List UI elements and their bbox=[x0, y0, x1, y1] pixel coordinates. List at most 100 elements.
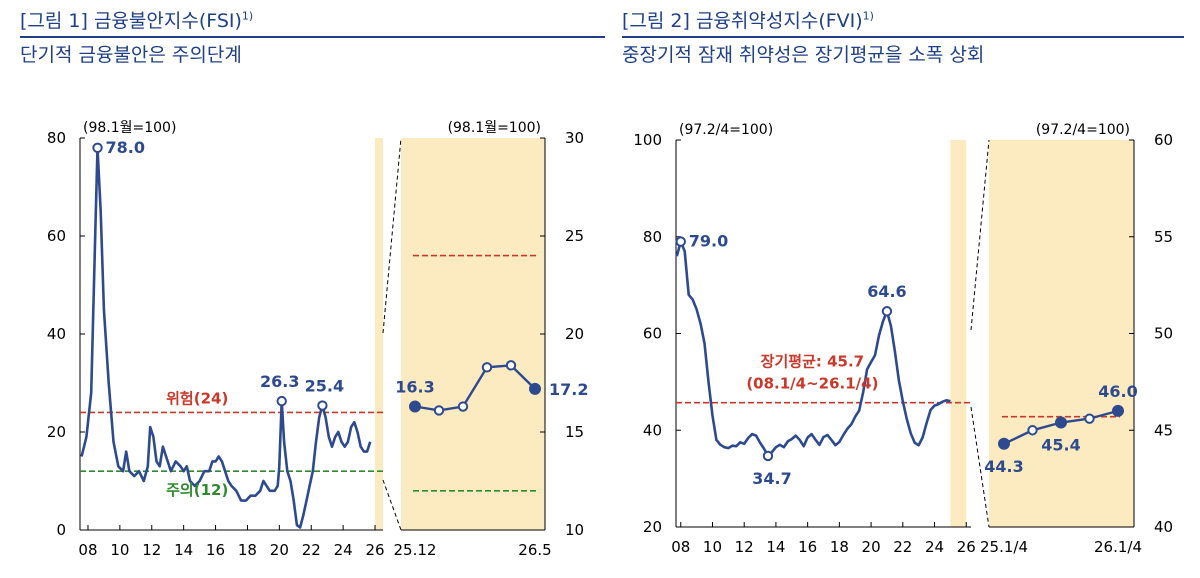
figure2-title-text: [그림 2] 금융취약성지수(FVI) bbox=[622, 10, 863, 32]
fsi-main-xtick-label: 12 bbox=[142, 541, 161, 559]
fsi-main-ref-label: 주의(12) bbox=[166, 481, 228, 499]
fsi-main-xtick-label: 16 bbox=[206, 541, 225, 559]
fsi-main-ytick-label: 80 bbox=[47, 129, 66, 147]
fsi-zoom-ytick-label: 10 bbox=[565, 521, 584, 539]
fsi-main-peak-label: 78.0 bbox=[106, 138, 145, 157]
fvi-main-peak-label: 34.7 bbox=[752, 469, 791, 488]
fvi-main-ytick-label: 60 bbox=[643, 325, 662, 343]
fvi-main-xtick-label: 22 bbox=[893, 538, 912, 556]
fsi-zoom-value-label: 16.3 bbox=[395, 378, 434, 397]
fvi-zoom-value-label: 45.4 bbox=[1041, 436, 1080, 455]
figure2-title-rule bbox=[622, 36, 1184, 38]
fsi-main-xtick-label: 14 bbox=[174, 541, 193, 559]
fsi-main-peak-label: 26.3 bbox=[260, 372, 299, 391]
fvi-zoom-connector bbox=[970, 406, 990, 528]
fvi-main-xtick-label: 18 bbox=[830, 538, 849, 556]
fvi-zoom-unit-label: (97.2/4=100) bbox=[1036, 122, 1130, 138]
fvi-main-ytick-label: 40 bbox=[643, 421, 662, 439]
fsi-main-xtick-label: 24 bbox=[334, 541, 353, 559]
fvi-zoom-point bbox=[1027, 425, 1038, 436]
fvi-zoom-value-label: 44.3 bbox=[984, 457, 1023, 476]
fsi-zoom-value-label: 17.2 bbox=[549, 380, 588, 399]
fsi-main-series-line bbox=[80, 146, 372, 529]
fvi-main-highlight-band bbox=[950, 140, 967, 527]
fvi-zoom-xtick-label: 25.1/4 bbox=[980, 538, 1028, 556]
fsi-main-ytick-label: 20 bbox=[47, 423, 66, 441]
fsi-main-peak-marker bbox=[317, 400, 328, 411]
fsi-zoom-xtick-label: 26.5 bbox=[518, 541, 551, 559]
fsi-main-ref-label: 위험(24) bbox=[166, 389, 228, 407]
fvi-main-peak-marker bbox=[881, 306, 893, 317]
fvi-main-peak-label: 79.0 bbox=[689, 232, 728, 251]
fvi-main-ref-label: 장기평균: 45.7 bbox=[761, 353, 864, 371]
fsi-main-peak-marker bbox=[276, 395, 287, 407]
fsi-zoom-point bbox=[481, 362, 493, 373]
fsi-zoom-connector bbox=[382, 137, 402, 334]
fvi-main-ref-period: (08.1/4~26.1/4) bbox=[746, 375, 878, 393]
fvi-main-xtick-label: 24 bbox=[925, 538, 944, 556]
fsi-main-peak-label: 25.4 bbox=[305, 377, 344, 396]
fvi-main-xtick-label: 10 bbox=[703, 538, 722, 556]
fvi-main-xtick-label: 20 bbox=[862, 538, 881, 556]
fvi-main-series-line bbox=[675, 240, 951, 458]
fsi-main-xtick-label: 18 bbox=[238, 541, 257, 559]
figure1-title-rule bbox=[20, 36, 605, 38]
fsi-main-xtick-label: 08 bbox=[78, 541, 97, 559]
fvi-main-peak-marker bbox=[762, 450, 774, 462]
figure2-title-sup: 1) bbox=[862, 9, 874, 23]
fvi-main-unit-label: (97.2/4=100) bbox=[679, 122, 773, 138]
fvi-main-peak-label: 64.6 bbox=[867, 282, 906, 301]
fsi-main-ytick-label: 0 bbox=[56, 521, 66, 539]
fvi-main-ytick-label: 80 bbox=[643, 228, 662, 246]
fsi-zoom-ytick-label: 25 bbox=[565, 227, 584, 245]
fsi-main-unit-label: (98.1월=100) bbox=[83, 120, 176, 136]
figure1-title: [그림 1] 금융불안지수(FSI)1) bbox=[20, 6, 253, 33]
fvi-zoom-ytick-label: 60 bbox=[1154, 131, 1173, 149]
figure1-title-sup: 1) bbox=[241, 9, 254, 23]
fsi-main-xtick-label: 26 bbox=[365, 541, 384, 559]
fvi-main-xtick-label: 08 bbox=[671, 538, 690, 556]
fsi-main-peak-marker bbox=[92, 142, 103, 154]
fsi-zoom-point bbox=[529, 382, 541, 395]
fsi-zoom-point bbox=[457, 401, 469, 412]
fvi-main-xtick-label: 12 bbox=[735, 538, 754, 556]
fsi-main-ytick-label: 60 bbox=[47, 227, 66, 245]
figure1-title-text: [그림 1] 금융불안지수(FSI) bbox=[20, 10, 242, 32]
fvi-zoom-point bbox=[1084, 413, 1095, 424]
fsi-zoom-point bbox=[433, 405, 445, 416]
fvi-zoom-point bbox=[1112, 404, 1124, 417]
figure2-subtitle: 중장기적 잠재 취약성은 장기평균을 소폭 상회 bbox=[622, 44, 985, 66]
fvi-zoom-ytick-label: 55 bbox=[1154, 228, 1173, 246]
fvi-zoom-xtick-label: 26.1/4 bbox=[1094, 538, 1142, 556]
fvi-main-xtick-label: 14 bbox=[766, 538, 785, 556]
fvi-main-ytick-label: 20 bbox=[643, 518, 662, 536]
fvi-zoom-highlight-band bbox=[989, 140, 1134, 527]
fsi-main-xtick-label: 22 bbox=[302, 541, 321, 559]
fsi-zoom-connector bbox=[382, 479, 402, 531]
fsi-zoom-highlight-band bbox=[401, 138, 545, 530]
fsi-main-xtick-label: 10 bbox=[110, 541, 129, 559]
fvi-zoom-value-label: 46.0 bbox=[1098, 382, 1137, 401]
fsi-main-highlight-band bbox=[375, 138, 383, 530]
fsi-main-ytick-label: 40 bbox=[47, 325, 66, 343]
fvi-zoom-ytick-label: 50 bbox=[1154, 325, 1173, 343]
fsi-zoom-ytick-label: 15 bbox=[565, 423, 584, 441]
fsi-main-xtick-label: 20 bbox=[270, 541, 289, 559]
fsi-zoom-xtick-label: 25.12 bbox=[394, 541, 437, 559]
fvi-zoom-ytick-label: 40 bbox=[1154, 518, 1173, 536]
fsi-zoom-ytick-label: 30 bbox=[565, 129, 584, 147]
fvi-main-ytick-label: 100 bbox=[633, 131, 662, 149]
fsi-zoom-point bbox=[505, 360, 517, 371]
fvi-zoom-connector bbox=[970, 139, 990, 331]
fvi-main-xtick-label: 16 bbox=[798, 538, 817, 556]
figure1-subtitle: 단기적 금융불안은 주의단계 bbox=[20, 44, 242, 66]
fvi-zoom-point bbox=[998, 437, 1010, 450]
fsi-zoom-ytick-label: 20 bbox=[565, 325, 584, 343]
fvi-main-xtick-label: 26 bbox=[957, 538, 976, 556]
fsi-zoom-unit-label: (98.1월=100) bbox=[448, 120, 541, 136]
fvi-zoom-point bbox=[1055, 416, 1067, 429]
fsi-zoom-point bbox=[409, 400, 421, 413]
figure2-title: [그림 2] 금융취약성지수(FVI)1) bbox=[622, 6, 874, 33]
fvi-main-peak-marker bbox=[675, 236, 686, 247]
